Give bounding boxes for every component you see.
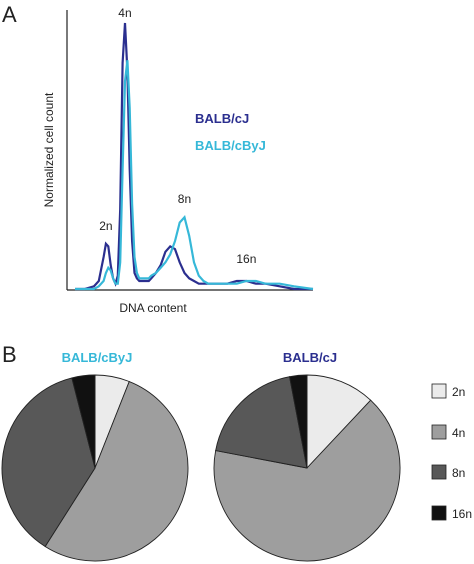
peak-label-8n: 8n <box>178 192 191 206</box>
peak-label-4n: 4n <box>118 6 131 20</box>
pie-slice-balbcj-8n <box>215 376 308 469</box>
peak-label-2n: 2n <box>99 219 112 233</box>
legend-label-2n: 2n <box>452 385 465 399</box>
legend-swatch-8n <box>431 464 447 480</box>
pie-title-balbcbyj: BALB/cByJ <box>62 350 133 365</box>
legend-swatch-16n <box>431 505 447 521</box>
pie-slice-balbcbyj-8n <box>1 377 96 548</box>
pie-chart-balbcbyj <box>1 374 189 562</box>
legend-balbcj: BALB/cJ <box>195 111 249 126</box>
legend-label-16n: 16n <box>452 507 472 521</box>
legend-swatch-2n <box>431 383 447 399</box>
pie-slice-balbcbyj-16n <box>71 374 96 469</box>
y-axis-label: Normalized cell count <box>42 92 56 207</box>
legend-balbcbyj: BALB/cByJ <box>195 138 266 153</box>
pie-slice-balbcj-16n <box>289 374 308 469</box>
peak-label-16n: 16n <box>236 252 256 266</box>
pie-legend: 2n 4n 8n 16n <box>431 383 472 521</box>
pie-slice-balbcj-2n <box>306 374 372 470</box>
legend-label-8n: 8n <box>452 466 465 480</box>
legend-label-4n: 4n <box>452 426 465 440</box>
legend-swatch-4n <box>431 424 447 440</box>
panel-a-letter: A <box>2 2 17 27</box>
pie-chart-balbcj <box>213 374 401 562</box>
pie-slice-balbcbyj-4n <box>44 380 189 562</box>
x-axis-label: DNA content <box>119 301 187 315</box>
line-chart: Normalized cell count DNA content 2n 4n … <box>42 6 314 315</box>
series-line-balbcbyj <box>75 60 314 291</box>
series-line-balbcj <box>75 22 313 291</box>
panel-b-letter: B <box>2 342 17 367</box>
pie-slice-balbcj-4n <box>213 399 401 562</box>
pie-title-balbcj: BALB/cJ <box>283 350 337 365</box>
